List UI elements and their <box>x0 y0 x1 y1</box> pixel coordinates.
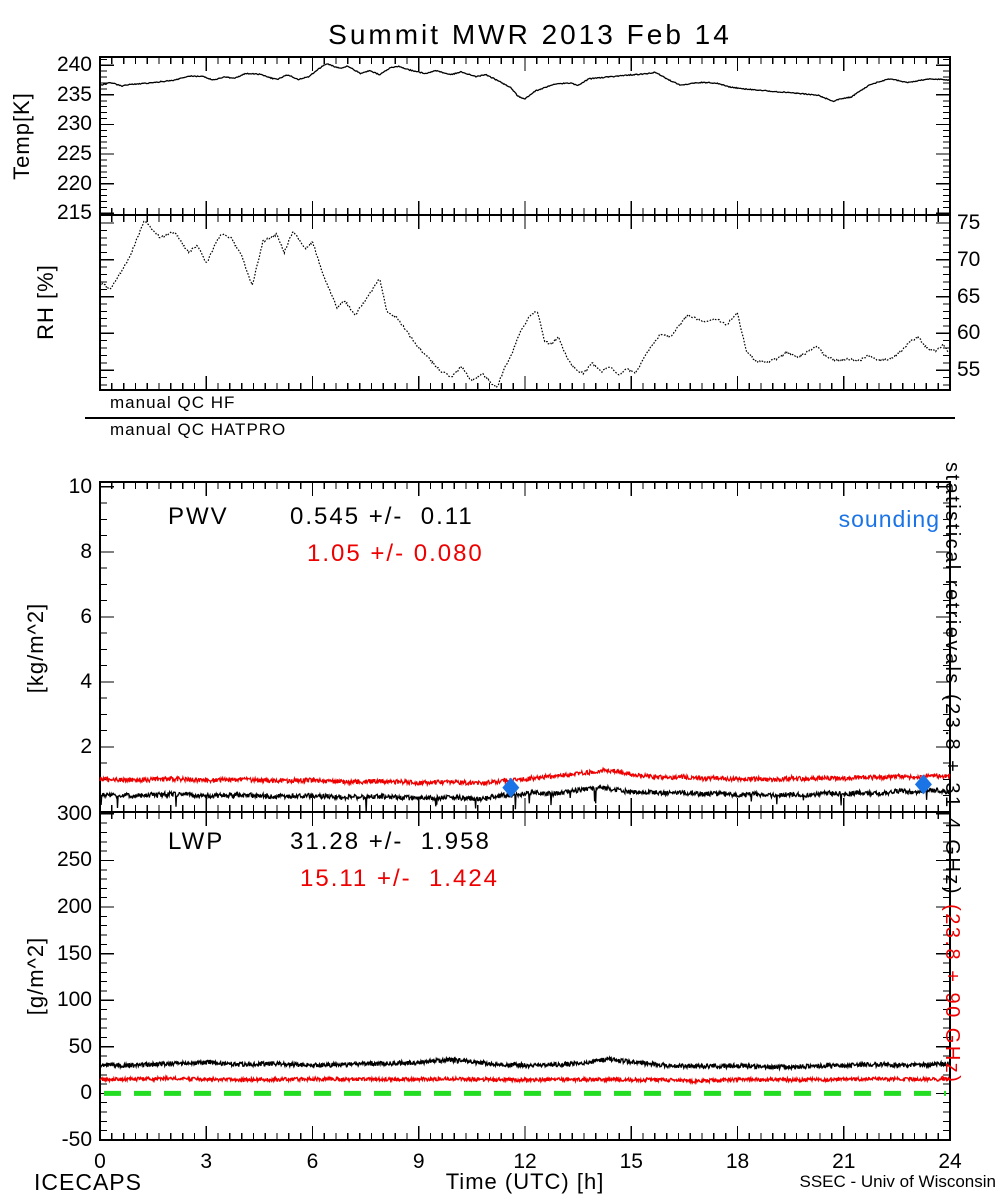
x-tick-label: 18 <box>725 1150 750 1173</box>
lwp-y-tick-label: 250 <box>56 848 92 872</box>
sounding-legend: sounding <box>838 506 940 532</box>
lwp-y-tick-label: 0 <box>80 1081 92 1105</box>
pwv-y-tick-label: 8 <box>80 539 92 563</box>
x-tick-label: 0 <box>94 1150 106 1173</box>
pwv-y-tick-label: 6 <box>80 604 92 628</box>
sounding-diamond-marker <box>502 777 520 798</box>
temp-y-tick-label: 230 <box>56 112 92 136</box>
rh-series-relative-humidity <box>99 220 951 389</box>
x-tick-label: 15 <box>619 1150 643 1173</box>
pwv-y-tick-label: 4 <box>80 669 92 693</box>
pwv-series-pwv-hatpro <box>99 766 951 788</box>
qc-hf-label: manual QC HF <box>110 393 236 412</box>
right-axis-caption: statistical retrievals (23.8 + 31.4 GHz)… <box>941 462 963 1084</box>
lwp-stat-hf: 31.28 +/- 1.958 <box>290 828 491 855</box>
temp-y-tick-label: 215 <box>56 201 92 225</box>
rh-y-axis-label: RH [%] <box>32 264 58 340</box>
x-tick-label: 21 <box>832 1150 856 1173</box>
pwv-series-pwv-hf <box>99 783 951 813</box>
lwp-y-tick-label: 150 <box>56 941 92 965</box>
pwv-stat-hf: 0.545 +/- 0.11 <box>290 503 474 530</box>
pwv-y-tick-label: 2 <box>80 734 92 758</box>
pwv-label: PWV <box>168 503 229 530</box>
lwp-panel-frame <box>99 811 951 1141</box>
lwp-label: LWP <box>168 828 225 855</box>
chart-title: Summit MWR 2013 Feb 14 <box>328 19 732 50</box>
temp-y-axis-label: Temp[K] <box>8 92 34 180</box>
rh-y-tick-label: 65 <box>957 284 981 308</box>
lwp-series-lwp-hf <box>99 1055 951 1072</box>
lwp-series-lwp-hatpro <box>99 1074 951 1086</box>
x-tick-label: 24 <box>938 1150 962 1173</box>
qc-hatpro-label: manual QC HATPRO <box>110 420 287 439</box>
temp-y-tick-label: 235 <box>56 82 92 106</box>
lwp-y-tick-label: 300 <box>56 801 92 825</box>
x-tick-label: 3 <box>200 1150 213 1173</box>
temp-series-brightness-temperature <box>99 63 951 103</box>
footer-ssec: SSEC - Univ of Wisconsin <box>799 1172 997 1191</box>
x-axis-label: Time (UTC) [h] <box>445 1169 605 1194</box>
pwv-y-tick-label: 10 <box>68 474 92 498</box>
temp-y-tick-label: 220 <box>56 171 92 195</box>
rh-y-tick-label: 75 <box>957 211 981 235</box>
lwp-y-tick-label: 100 <box>56 988 92 1012</box>
right-axis-caption-31ghz: statistical retrievals (23.8 + 31.4 GHz) <box>941 462 963 905</box>
footer-icecaps: ICECAPS <box>34 1169 142 1195</box>
lwp-y-tick-label: -50 <box>61 1128 92 1151</box>
lwp-y-tick-label: 50 <box>68 1034 92 1058</box>
rh-y-tick-label: 55 <box>957 358 981 382</box>
rh-y-tick-label: 60 <box>957 321 981 345</box>
rh-panel-frame <box>99 214 951 391</box>
x-tick-label: 6 <box>306 1150 319 1173</box>
right-axis-caption-90ghz: (23.8 + 90 GHz) <box>941 904 963 1085</box>
temp-y-tick-label: 225 <box>56 142 92 166</box>
lwp-stat-hatpro: 15.11 +/- 1.424 <box>300 865 500 892</box>
x-tick-label: 12 <box>513 1150 537 1173</box>
temp-y-tick-label: 240 <box>56 53 92 77</box>
temp-panel-frame <box>99 56 951 216</box>
pwv-stat-hatpro: 1.05 +/- 0.080 <box>307 540 484 567</box>
sounding-diamond-marker <box>914 774 932 795</box>
rh-y-tick-label: 70 <box>957 247 981 271</box>
x-tick-label: 9 <box>412 1150 425 1173</box>
lwp-y-tick-label: 200 <box>56 895 92 919</box>
